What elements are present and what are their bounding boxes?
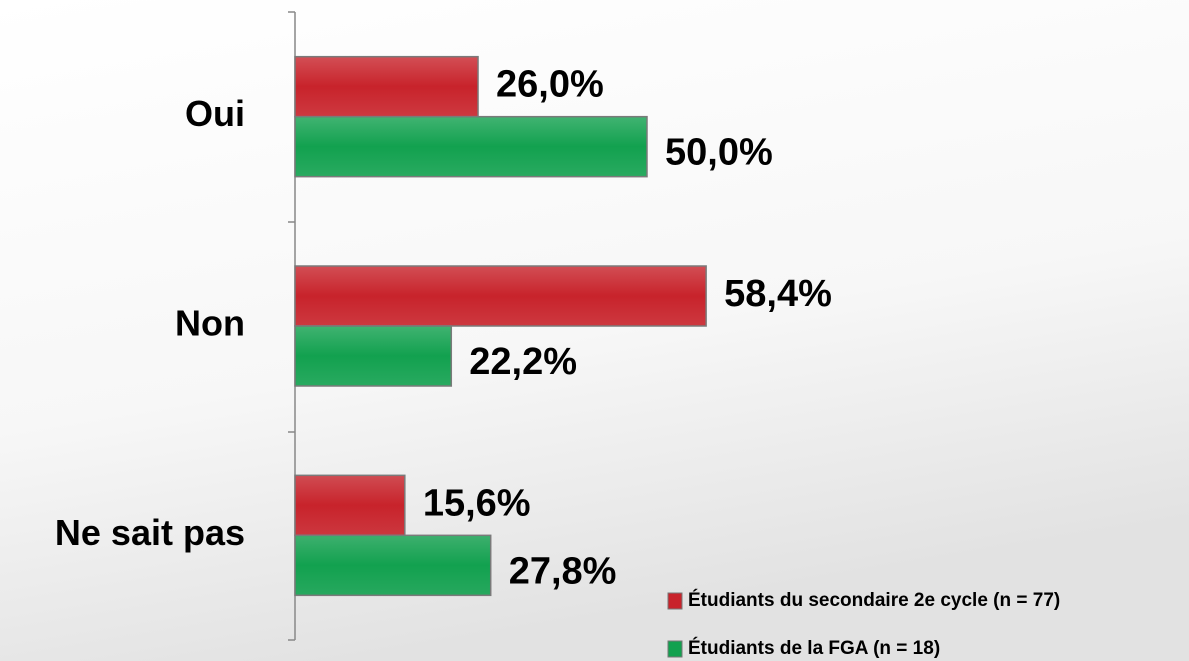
bar [294, 115, 648, 178]
bar [294, 55, 479, 118]
category-label: Non [175, 303, 245, 344]
legend-swatch [667, 592, 683, 610]
legend-label: Étudiants de la FGA (n = 18) [688, 637, 940, 659]
bar [294, 265, 707, 327]
value-label: 22,2% [469, 341, 577, 383]
value-label: 58,4% [724, 273, 832, 315]
legend-swatch [667, 640, 683, 658]
value-label: 26,0% [496, 64, 604, 106]
bar [294, 534, 492, 597]
bar [294, 474, 406, 537]
legend-label: Étudiants du secondaire 2e cycle (n = 77… [688, 589, 1060, 611]
category-label: Oui [185, 93, 245, 134]
value-label: 15,6% [423, 482, 531, 524]
bar [294, 325, 453, 387]
value-label: 27,8% [509, 550, 617, 592]
category-label: Ne sait pas [55, 512, 245, 553]
value-label: 50,0% [665, 132, 773, 174]
